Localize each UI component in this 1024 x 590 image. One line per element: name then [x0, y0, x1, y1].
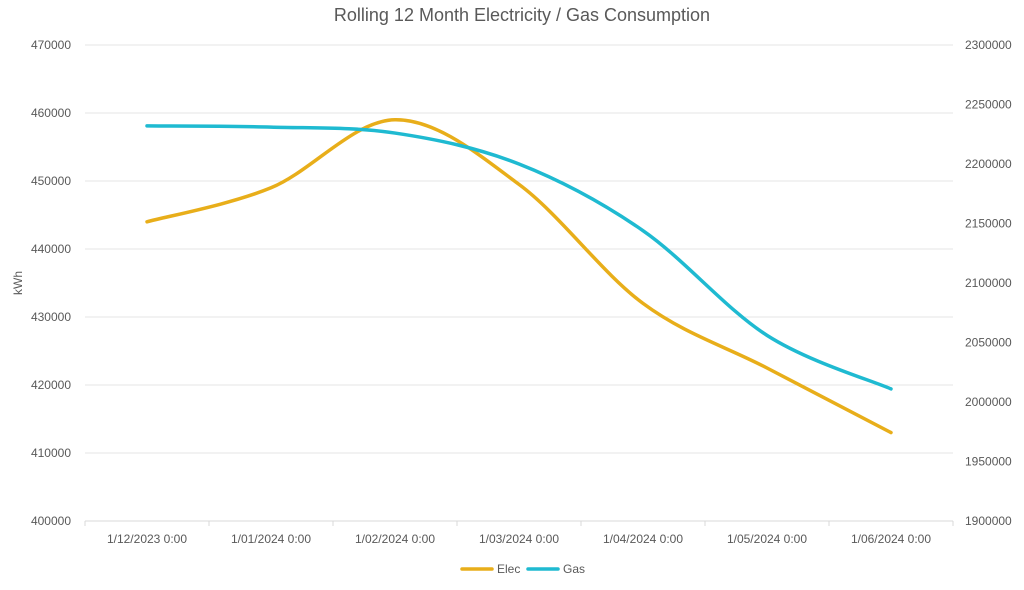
chart-title: Rolling 12 Month Electricity / Gas Consu… [334, 5, 710, 25]
left-tick-label: 400000 [31, 514, 71, 528]
x-axis-ticks: 1/12/2023 0:00 1/01/2024 0:00 1/02/2024 0:… [84, 520, 954, 546]
series-line-gas [145, 124, 893, 391]
right-tick-label: 2200000 [965, 157, 1012, 171]
right-tick-label: 1950000 [965, 455, 1012, 469]
x-tick-label: 1/06/2024 0:00 [851, 532, 931, 546]
gridlines [85, 44, 953, 454]
left-tick-label: 440000 [31, 242, 71, 256]
series-line-elec [145, 118, 893, 435]
left-tick-label: 460000 [31, 106, 71, 120]
x-tick-label: 1/12/2023 0:00 [107, 532, 187, 546]
right-tick-label: 2050000 [965, 336, 1012, 350]
y-axis-title: kWh [11, 271, 25, 295]
right-tick-label: 1900000 [965, 514, 1012, 528]
left-tick-label: 470000 [31, 38, 71, 52]
x-tick-label: 1/05/2024 0:00 [727, 532, 807, 546]
left-axis-ticks: 400000 410000 420000 430000 440000 450000 4600… [31, 38, 71, 528]
left-tick-label: 420000 [31, 378, 71, 392]
x-tick-label: 1/02/2024 0:00 [355, 532, 435, 546]
right-tick-label: 2000000 [965, 395, 1012, 409]
series-lines [145, 118, 893, 435]
x-tick-label: 1/01/2024 0:00 [231, 532, 311, 546]
x-tick-label: 1/04/2024 0:00 [603, 532, 683, 546]
right-axis-ticks: 1900000 1950000 2000000 2050000 2100000 21500… [965, 38, 1012, 528]
right-tick-label: 2250000 [965, 98, 1012, 112]
right-tick-label: 2100000 [965, 276, 1012, 290]
left-tick-label: 430000 [31, 310, 71, 324]
legend: Elec Gas [460, 562, 585, 576]
left-tick-label: 410000 [31, 446, 71, 460]
legend-label-gas: Gas [563, 562, 585, 576]
right-tick-label: 2300000 [965, 38, 1012, 52]
right-tick-label: 2150000 [965, 217, 1012, 231]
left-tick-label: 450000 [31, 174, 71, 188]
x-tick-label: 1/03/2024 0:00 [479, 532, 559, 546]
legend-label-elec: Elec [497, 562, 520, 576]
